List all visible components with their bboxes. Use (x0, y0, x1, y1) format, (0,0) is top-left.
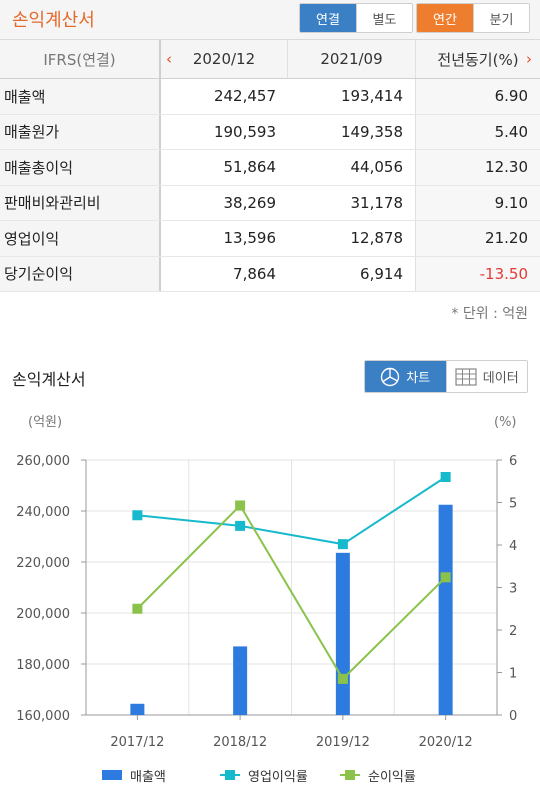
row-value-2021-09: 44,056 (350, 158, 404, 177)
line-point-net-margin (132, 603, 143, 614)
period-annual-button[interactable]: 연간 (417, 4, 473, 32)
bar-revenue (335, 552, 350, 715)
y-right-tick-label: 4 (509, 539, 517, 554)
row-value-2021-09: 31,178 (350, 193, 404, 212)
table-row: 영업이익 13,596 12,878 21.20 (0, 221, 540, 257)
y-left-tick-label: 240,000 (16, 505, 70, 520)
y-right-tick-label: 0 (509, 709, 517, 724)
next-period-arrow-icon[interactable]: › (526, 50, 532, 68)
legend-marker-swatch (225, 770, 235, 780)
row-value-yoy: 5.40 (415, 114, 540, 149)
y-right-tick-label: 2 (509, 624, 517, 639)
scope-toggle: 연결 별도 (299, 3, 413, 33)
income-chart: (억원) (%) 160,000180,000200,000220,000240… (16, 415, 517, 785)
header-ifrs: IFRS(연결) (0, 40, 161, 78)
x-tick-label: 2019/12 (316, 735, 370, 750)
row-label: 당기순이익 (0, 256, 161, 291)
prev-period-arrow-icon[interactable]: ‹ (166, 50, 172, 68)
period-quarter-button[interactable]: 분기 (473, 4, 529, 32)
row-value-yoy: 12.30 (415, 150, 540, 185)
header-col-2: 2021/09 (320, 50, 383, 68)
table-row: 매출총이익 51,864 44,056 12.30 (0, 150, 540, 186)
row-value-2020-12: 38,269 (223, 193, 277, 212)
line-point-operating-margin (337, 539, 348, 550)
table-header-row: IFRS(연결) 2020/12 2021/09 전년동기(%) ‹ › (0, 40, 540, 79)
y-left-tick-label: 200,000 (16, 607, 70, 622)
scope-separate-button[interactable]: 별도 (356, 4, 412, 32)
legend-marker-swatch (345, 770, 355, 780)
line-series-operating-margin (137, 476, 447, 546)
line-point-operating-margin (132, 510, 143, 521)
y-left-tick-label: 160,000 (16, 709, 70, 724)
y-right-tick-label: 5 (509, 497, 517, 512)
table-row: 당기순이익 7,864 6,914 -13.50 (0, 256, 540, 292)
row-value-2021-09: 193,414 (340, 87, 403, 106)
legend-label-operating-margin: 영업이익률 (248, 770, 308, 785)
line-point-operating-margin (235, 520, 246, 531)
scope-consolidated-button[interactable]: 연결 (300, 4, 356, 32)
unit-note: * 단위 : 억원 (451, 306, 528, 322)
table-row: 판매비와관리비 38,269 31,178 9.10 (0, 185, 540, 221)
line-series-net-margin (136, 503, 447, 681)
row-label: 매출액 (0, 79, 161, 114)
view-toggle: 차트 데이터 (364, 360, 528, 393)
row-value-2020-12: 51,864 (223, 158, 277, 177)
row-label: 영업이익 (0, 221, 161, 256)
legend-bar-swatch (102, 770, 122, 780)
header-col-3: 전년동기(%) (415, 40, 540, 78)
y-right-tick-label: 1 (509, 667, 517, 682)
pie-chart-icon (381, 367, 400, 386)
data-view-button[interactable]: 데이터 (445, 361, 528, 392)
row-label: 매출원가 (0, 114, 161, 149)
chart-view-label: 차트 (406, 371, 431, 386)
y-left-tick-label: 180,000 (16, 658, 70, 673)
y-left-tick-label: 220,000 (16, 556, 70, 571)
bar-revenue (438, 504, 453, 715)
y-right-tick-label: 3 (509, 582, 517, 597)
row-value-2021-09: 12,878 (350, 229, 404, 248)
row-value-2020-12: 242,457 (213, 87, 276, 106)
line-point-net-margin (440, 572, 451, 583)
x-tick-label: 2020/12 (419, 735, 473, 750)
data-view-label: 데이터 (482, 371, 519, 386)
top-bar: 손익계산서 연결 별도 연간 분기 (0, 0, 540, 40)
income-statement-table: IFRS(연결) 2020/12 2021/09 전년동기(%) ‹ › 매출액… (0, 40, 540, 292)
x-tick-label: 2018/12 (213, 735, 267, 750)
y-right-tick-label: 6 (509, 454, 517, 469)
chart-view-button[interactable]: 차트 (365, 361, 446, 392)
x-tick-label: 2017/12 (110, 735, 164, 750)
row-value-yoy: 9.10 (415, 185, 540, 220)
row-value-yoy: 21.20 (415, 221, 540, 256)
y-left-tick-label: 260,000 (16, 454, 70, 469)
line-point-net-margin (235, 500, 246, 511)
row-value-2021-09: 149,358 (340, 122, 403, 141)
bar-revenue (130, 703, 145, 715)
row-label: 매출총이익 (0, 150, 161, 185)
y-right-axis-label: (%) (494, 415, 517, 430)
legend-label-net-margin: 순이익률 (368, 770, 416, 785)
row-value-yoy: 6.90 (415, 79, 540, 114)
header-col-3-label: 전년동기(%) (437, 50, 519, 69)
bar-revenue (233, 646, 248, 715)
period-toggle: 연간 분기 (416, 3, 530, 33)
table-icon (455, 367, 477, 386)
table-row: 매출액 242,457 193,414 6.90 (0, 79, 540, 115)
line-point-operating-margin (440, 472, 451, 482)
row-value-2020-12: 13,596 (223, 229, 277, 248)
header-col-1-label: 2020/12 (192, 50, 256, 68)
row-value-2020-12: 190,593 (213, 122, 276, 141)
table-row: 매출원가 190,593 149,358 5.40 (0, 114, 540, 150)
row-label: 판매비와관리비 (0, 185, 161, 220)
row-value-2021-09: 6,914 (360, 264, 403, 283)
page-title: 손익계산서 (12, 10, 95, 31)
legend-label-revenue: 매출액 (130, 770, 166, 785)
y-left-axis-label: (억원) (28, 415, 62, 430)
line-point-net-margin (337, 673, 348, 684)
chart-section-title: 손익계산서 (12, 370, 86, 389)
row-value-yoy: -13.50 (415, 256, 540, 291)
header-col-1: 2020/12 (161, 40, 288, 78)
row-value-2020-12: 7,864 (233, 264, 276, 283)
